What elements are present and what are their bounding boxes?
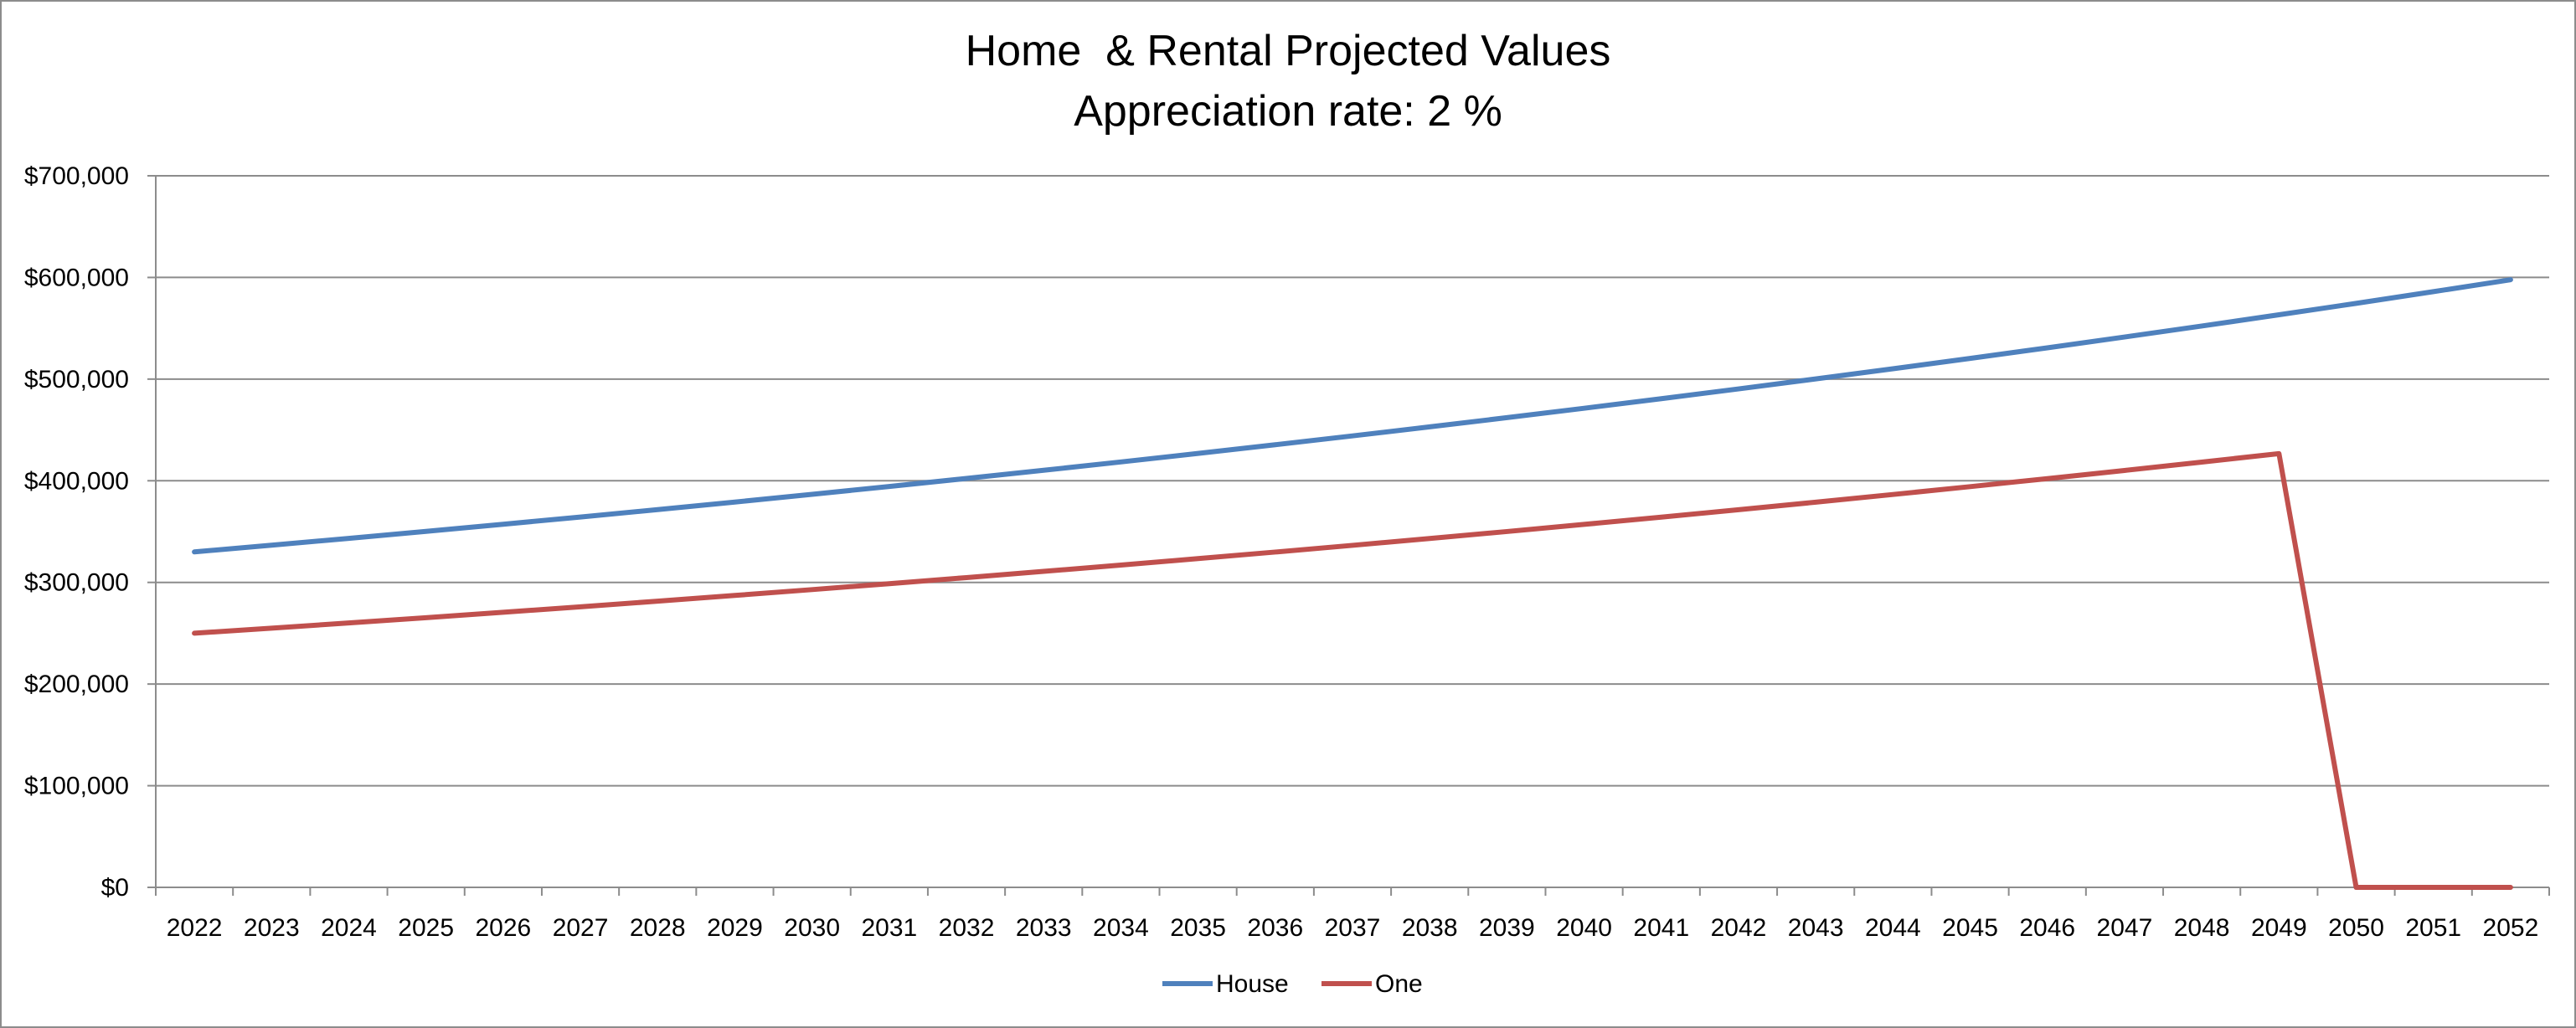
gridlines bbox=[156, 175, 2549, 787]
series-line-one bbox=[192, 450, 2513, 890]
x-tick-label: 2036 bbox=[1247, 914, 1303, 942]
x-tick-label: 2052 bbox=[2483, 914, 2539, 942]
y-tick-label: $500,000 bbox=[24, 366, 129, 393]
x-tick-label: 2033 bbox=[1016, 914, 1072, 942]
y-tick-label: $100,000 bbox=[24, 773, 129, 800]
legend-label-house: House bbox=[1216, 970, 1289, 998]
x-tick-label: 2023 bbox=[244, 914, 300, 942]
x-tick-label: 2022 bbox=[167, 914, 223, 942]
x-tick-label: 2038 bbox=[1402, 914, 1458, 942]
y-tick-label: $600,000 bbox=[24, 264, 129, 291]
axes bbox=[147, 175, 2550, 896]
x-tick-label: 2037 bbox=[1325, 914, 1381, 942]
legend: House One bbox=[1162, 970, 1423, 998]
x-tick-label: 2050 bbox=[2328, 914, 2384, 942]
x-tick-label: 2024 bbox=[321, 914, 377, 942]
x-tick-label: 2048 bbox=[2174, 914, 2230, 942]
y-tick-label: $200,000 bbox=[24, 671, 129, 698]
x-tick-label: 2034 bbox=[1093, 914, 1149, 942]
series-line-house bbox=[192, 277, 2513, 555]
x-tick-label: 2045 bbox=[1942, 914, 1998, 942]
y-tick-label: $0 bbox=[101, 874, 129, 902]
x-tick-label: 2043 bbox=[1788, 914, 1844, 942]
x-tick-label: 2044 bbox=[1865, 914, 1921, 942]
x-tick-label: 2040 bbox=[1556, 914, 1612, 942]
x-tick-label: 2035 bbox=[1170, 914, 1226, 942]
legend-label-one: One bbox=[1375, 970, 1423, 998]
x-tick-label: 2028 bbox=[630, 914, 686, 942]
y-tick-label: $400,000 bbox=[24, 467, 129, 495]
x-tick-label: 2047 bbox=[2097, 914, 2153, 942]
x-tick-label: 2041 bbox=[1633, 914, 1689, 942]
x-tick-label: 2025 bbox=[398, 914, 454, 942]
series-lines bbox=[192, 277, 2513, 890]
x-tick-label: 2049 bbox=[2251, 914, 2307, 942]
x-tick-label: 2046 bbox=[2019, 914, 2075, 942]
x-tick-label: 2027 bbox=[553, 914, 609, 942]
x-tick-label: 2051 bbox=[2405, 914, 2461, 942]
x-axis-tick-labels: 2022 2023 2024 2025 2026 2027 2028 2029 2030 2031… bbox=[167, 914, 2539, 942]
x-tick-label: 2031 bbox=[861, 914, 917, 942]
y-axis-tick-labels: $0 $100,000 $200,000 $300,000 $400,000 $500,0… bbox=[24, 162, 129, 902]
x-tick-label: 2039 bbox=[1479, 914, 1535, 942]
y-tick-label: $700,000 bbox=[24, 162, 129, 190]
y-tick-label: $300,000 bbox=[24, 569, 129, 597]
x-tick-label: 2042 bbox=[1711, 914, 1767, 942]
chart-title: Home & Rental Projected Values bbox=[966, 27, 1611, 75]
x-tick-label: 2032 bbox=[939, 914, 995, 942]
x-tick-label: 2030 bbox=[784, 914, 840, 942]
x-tick-label: 2026 bbox=[475, 914, 531, 942]
chart-subtitle: Appreciation rate: 2 % bbox=[1074, 87, 1502, 136]
x-tick-label: 2029 bbox=[707, 914, 763, 942]
